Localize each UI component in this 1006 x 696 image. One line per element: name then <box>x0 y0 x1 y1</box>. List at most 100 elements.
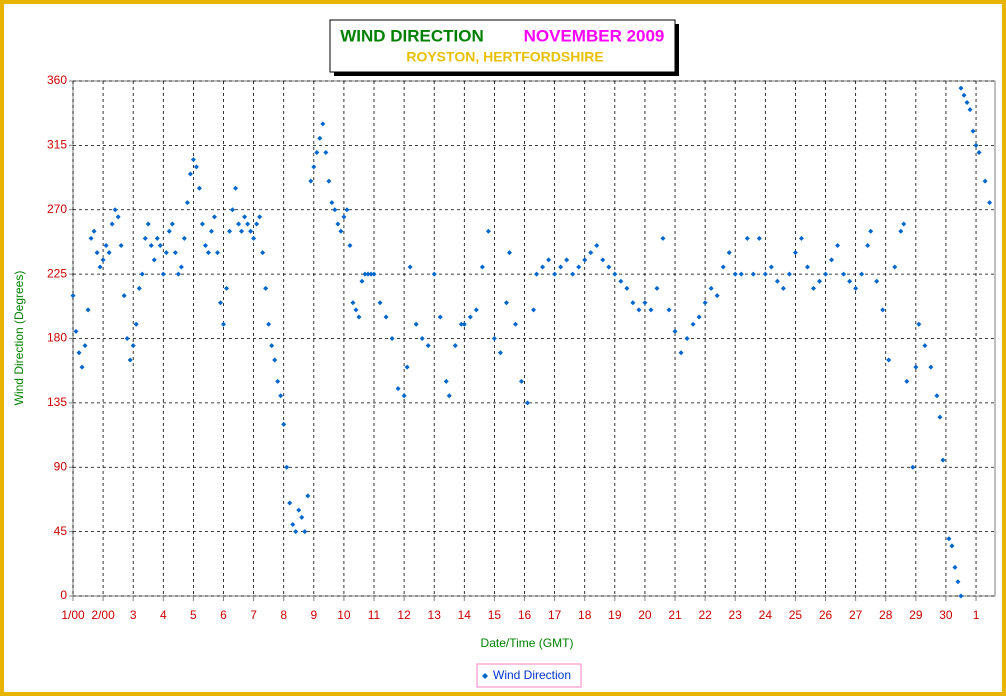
data-point <box>546 257 552 263</box>
data-point <box>233 185 239 191</box>
y-axis-title: Wind Direction (Degrees) <box>12 271 26 406</box>
data-point <box>654 285 660 291</box>
data-point <box>139 271 145 277</box>
data-point <box>205 250 211 256</box>
data-point <box>726 250 732 256</box>
data-point <box>479 264 485 270</box>
data-point <box>958 85 964 91</box>
data-point <box>901 221 907 227</box>
data-point <box>973 142 979 148</box>
data-point <box>353 307 359 313</box>
data-point <box>76 350 82 356</box>
data-point <box>606 264 612 270</box>
data-point <box>368 271 374 277</box>
x-tick-label: 8 <box>280 608 287 622</box>
data-point <box>151 257 157 263</box>
data-point <box>564 257 570 263</box>
data-point <box>308 178 314 184</box>
data-point <box>202 243 208 249</box>
data-point <box>377 300 383 306</box>
data-point <box>446 393 452 399</box>
data-point <box>347 243 353 249</box>
x-tick-label: 22 <box>698 608 712 622</box>
x-tick-label: 19 <box>608 608 622 622</box>
data-point <box>260 250 266 256</box>
data-point <box>967 107 973 113</box>
data-point <box>248 228 254 234</box>
data-point <box>332 207 338 213</box>
data-point <box>964 99 970 105</box>
data-point <box>892 264 898 270</box>
data-point <box>768 264 774 270</box>
x-tick-label: 25 <box>789 608 803 622</box>
legend-marker <box>482 673 488 679</box>
data-point <box>506 250 512 256</box>
data-point <box>642 300 648 306</box>
data-point <box>594 243 600 249</box>
data-point <box>437 314 443 320</box>
data-point <box>70 293 76 299</box>
data-point <box>708 285 714 291</box>
x-tick-label: 11 <box>368 608 381 622</box>
data-point <box>272 357 278 363</box>
data-point <box>208 228 214 234</box>
data-point <box>519 378 525 384</box>
data-point <box>491 336 497 341</box>
x-tick-label: 13 <box>428 608 442 622</box>
data-point <box>582 257 588 263</box>
data-point <box>305 493 311 499</box>
x-tick-label: 1/00 <box>61 608 85 622</box>
data-point <box>269 343 275 349</box>
data-point <box>525 400 531 406</box>
data-point <box>913 364 919 370</box>
data-point <box>512 321 518 327</box>
data-point <box>720 264 726 270</box>
data-point <box>786 271 792 277</box>
x-tick-label: 6 <box>220 608 227 622</box>
data-point <box>696 314 702 320</box>
data-point <box>648 307 654 313</box>
data-point <box>868 228 874 234</box>
data-point <box>317 135 323 141</box>
data-point <box>928 364 934 370</box>
data-point <box>630 300 636 306</box>
data-point <box>910 464 916 470</box>
data-point <box>413 321 419 327</box>
data-point <box>94 250 100 256</box>
x-tick-label: 27 <box>849 608 863 622</box>
data-point <box>230 207 236 213</box>
data-point <box>133 321 139 327</box>
data-point <box>82 343 88 349</box>
data-point <box>534 271 540 277</box>
data-point <box>458 321 464 327</box>
data-point <box>254 221 260 227</box>
data-point <box>275 378 281 384</box>
data-point <box>115 214 121 220</box>
data-point <box>341 214 347 220</box>
data-point <box>166 228 172 234</box>
x-tick-label: 23 <box>729 608 743 622</box>
chart-title: WIND DIRECTION <box>340 26 484 45</box>
data-point <box>79 364 85 370</box>
data-point <box>242 214 248 220</box>
data-point <box>904 378 910 384</box>
x-tick-label: 10 <box>337 608 351 622</box>
y-tick-label: 270 <box>47 202 67 216</box>
data-point <box>329 200 335 206</box>
data-point <box>287 500 293 506</box>
data-point <box>88 235 94 241</box>
data-point <box>750 271 756 277</box>
data-point <box>540 264 546 270</box>
data-point <box>181 235 187 241</box>
x-tick-label: 28 <box>879 608 893 622</box>
data-point <box>169 221 175 227</box>
data-point <box>97 264 103 270</box>
data-point <box>847 278 853 284</box>
data-point <box>672 328 678 334</box>
data-point <box>395 386 401 392</box>
data-point <box>922 343 928 349</box>
data-point <box>103 243 109 249</box>
x-tick-label: 18 <box>578 608 592 622</box>
data-point <box>810 285 816 291</box>
data-point <box>552 271 558 277</box>
